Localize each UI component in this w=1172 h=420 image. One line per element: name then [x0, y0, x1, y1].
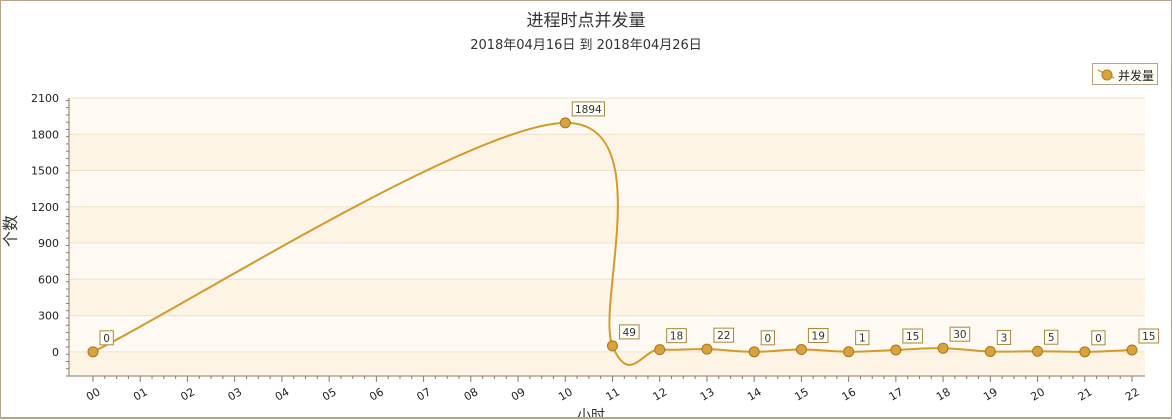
x-tick-label: 19	[981, 385, 1000, 403]
chart-title: 进程时点并发量	[526, 11, 646, 31]
data-label-box	[1091, 330, 1106, 346]
data-point	[701, 343, 713, 355]
y-tick-label: 1500	[31, 165, 59, 178]
data-label-box	[902, 328, 923, 344]
data-point	[87, 346, 99, 358]
x-tick-label: 08	[462, 385, 481, 403]
data-label-box	[619, 324, 640, 340]
plot-band	[69, 134, 1145, 171]
x-tick-label: 05	[320, 385, 339, 403]
data-label-box	[855, 330, 870, 346]
data-label: 5	[1048, 332, 1055, 344]
y-axis-label: 个数	[1, 214, 20, 247]
y-tick-label: 0	[52, 346, 59, 359]
data-label: 22	[717, 330, 730, 342]
data-label-box	[949, 326, 971, 342]
data-label: 0	[1095, 333, 1102, 345]
legend-label: 并发量	[1118, 69, 1155, 83]
data-label: 0	[103, 333, 110, 345]
chart-subtitle: 2018年04月16日 到 2018年04月26日	[470, 38, 702, 53]
data-point	[559, 117, 571, 129]
data-point	[890, 344, 902, 356]
x-tick-label: 14	[745, 385, 764, 403]
x-tick-label: 10	[556, 385, 575, 403]
plot-band	[69, 315, 1145, 352]
plot-band	[69, 243, 1145, 280]
x-tick-label: 12	[651, 385, 670, 403]
data-label-box	[996, 329, 1012, 345]
data-label-box	[1138, 328, 1160, 344]
data-label: 30	[953, 329, 966, 341]
plot-band	[69, 351, 1145, 376]
x-tick-label: 09	[509, 385, 528, 403]
data-point	[1126, 344, 1138, 356]
x-tick-label: 17	[887, 385, 906, 403]
data-label: 49	[623, 327, 636, 339]
data-label: 19	[812, 331, 825, 343]
data-label: 15	[1142, 331, 1155, 343]
data-label: 0	[764, 333, 771, 345]
x-tick-label: 04	[273, 385, 292, 403]
data-point	[1079, 346, 1091, 358]
x-tick-label: 11	[603, 385, 622, 403]
y-tick-label: 1200	[31, 201, 59, 214]
plot-band	[69, 279, 1145, 316]
data-label: 18	[670, 331, 683, 343]
data-point	[937, 342, 949, 354]
data-label-box	[807, 328, 829, 344]
x-axis-label: 小时	[577, 408, 605, 419]
y-tick-label: 900	[38, 237, 59, 250]
data-label: 1	[859, 333, 866, 345]
data-point	[795, 344, 807, 356]
x-tick-label: 21	[1076, 385, 1095, 403]
x-tick-label: 15	[792, 385, 811, 403]
data-label: 15	[906, 331, 919, 343]
x-tick-label: 02	[178, 385, 197, 403]
data-label-box	[713, 327, 735, 343]
data-label-box	[666, 328, 687, 344]
data-point	[984, 345, 996, 357]
data-label-box	[571, 101, 605, 117]
y-tick-label: 300	[38, 310, 59, 323]
data-label-box	[99, 330, 114, 346]
data-point	[1032, 345, 1044, 357]
data-point	[607, 340, 618, 352]
data-point	[843, 346, 855, 358]
data-label: 1894	[575, 104, 602, 116]
data-label-box	[1044, 329, 1059, 345]
x-tick-label: 18	[934, 385, 953, 403]
plot-band	[69, 206, 1145, 244]
data-label-box	[760, 330, 775, 346]
data-point	[748, 346, 760, 358]
data-point	[654, 344, 666, 356]
x-tick-label: 06	[367, 385, 386, 403]
x-tick-label: 22	[1123, 385, 1142, 403]
plot-band	[69, 98, 1145, 135]
x-tick-label: 13	[698, 385, 717, 403]
x-tick-label: 20	[1028, 385, 1047, 403]
x-tick-label: 01	[131, 385, 150, 403]
x-tick-label: 16	[840, 385, 859, 403]
y-tick-label: 1800	[31, 128, 59, 141]
y-tick-label: 2100	[31, 92, 59, 105]
legend[interactable]: 并发量	[1092, 63, 1158, 85]
data-label: 3	[1001, 332, 1008, 344]
x-tick-label: 00	[84, 385, 103, 403]
plot-band	[69, 170, 1145, 207]
x-tick-label: 03	[226, 385, 245, 403]
legend-marker-icon	[1097, 69, 1115, 81]
y-tick-label: 600	[38, 273, 59, 286]
x-tick-label: 07	[415, 385, 434, 403]
